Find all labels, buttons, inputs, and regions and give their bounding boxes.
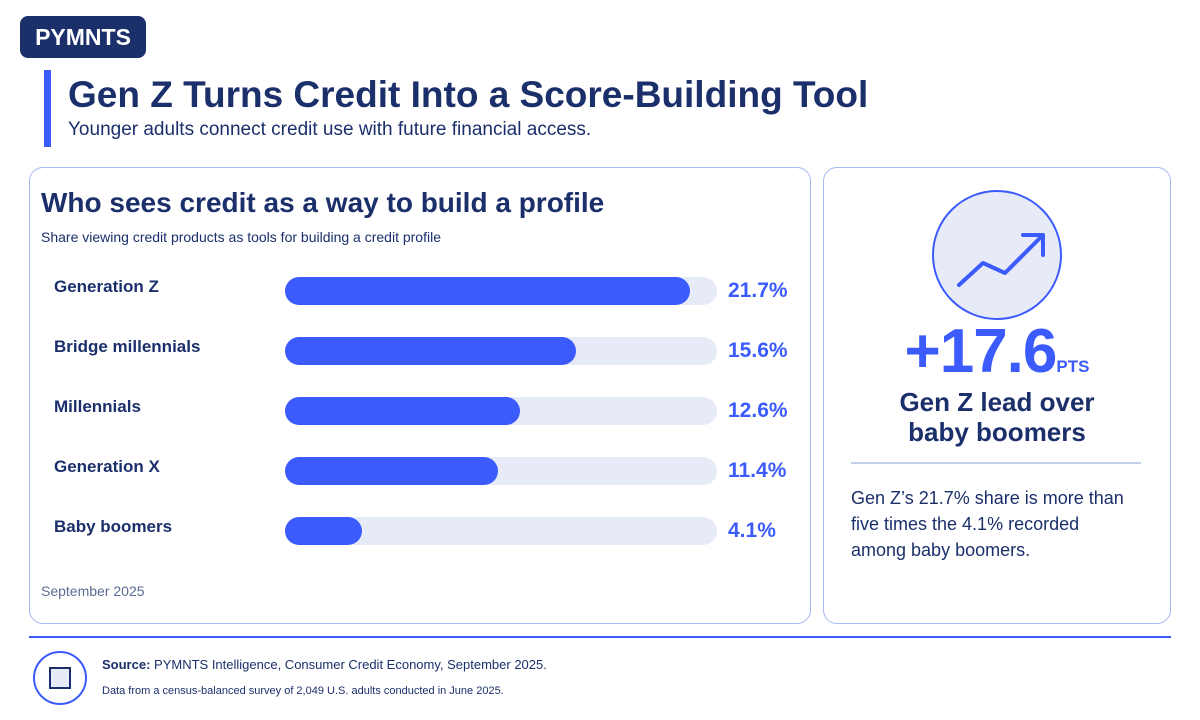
callout-label: Gen Z lead over baby boomers [899, 387, 1095, 447]
chart-title: Who sees credit as a way to build a prof… [41, 187, 605, 218]
trend-icon [932, 190, 1062, 320]
callout-value: +17.6 [904, 317, 1058, 386]
page-subtitle: Younger adults connect credit use with f… [68, 119, 592, 140]
category-label: Millennials [54, 397, 141, 416]
callout-divider [851, 462, 1141, 464]
source-text: PYMNTS Intelligence, Consumer Credit Eco… [154, 657, 547, 672]
bar [285, 277, 690, 305]
bar [285, 517, 362, 545]
bar [285, 397, 521, 425]
source-label: Source: [102, 657, 151, 672]
footer-source: Source: PYMNTS Intelligence, Consumer Cr… [102, 657, 547, 672]
bar [285, 337, 577, 365]
accent-bar [44, 70, 51, 147]
callout-unit: PTS [1056, 357, 1090, 376]
callout-card [823, 167, 1171, 624]
footer-note: Data from a census-balanced survey of 2,… [102, 685, 504, 697]
bar [285, 457, 498, 485]
chart-subtitle: Share viewing credit products as tools f… [41, 229, 441, 245]
callout-figure: +17.6PTS [823, 316, 1171, 387]
category-label: Generation X [54, 457, 160, 476]
category-label: Baby boomers [54, 517, 173, 536]
page-title: Gen Z Turns Credit Into a Score-Building… [68, 74, 869, 115]
value-label: 12.6% [728, 399, 788, 422]
value-label: 21.7% [728, 279, 788, 302]
brand-badge: PYMNTS [20, 16, 146, 58]
footer-rule [29, 636, 1171, 638]
source-icon [33, 651, 87, 705]
category-label: Generation Z [54, 277, 159, 296]
value-label: 4.1% [728, 519, 776, 542]
value-label: 15.6% [728, 339, 788, 362]
chart-date: September 2025 [41, 583, 145, 599]
category-label: Bridge millennials [54, 337, 201, 356]
chart-card [29, 167, 811, 624]
callout-text: Gen Z’s 21.7% share is more than five ti… [851, 488, 1124, 560]
value-label: 11.4% [728, 459, 787, 482]
